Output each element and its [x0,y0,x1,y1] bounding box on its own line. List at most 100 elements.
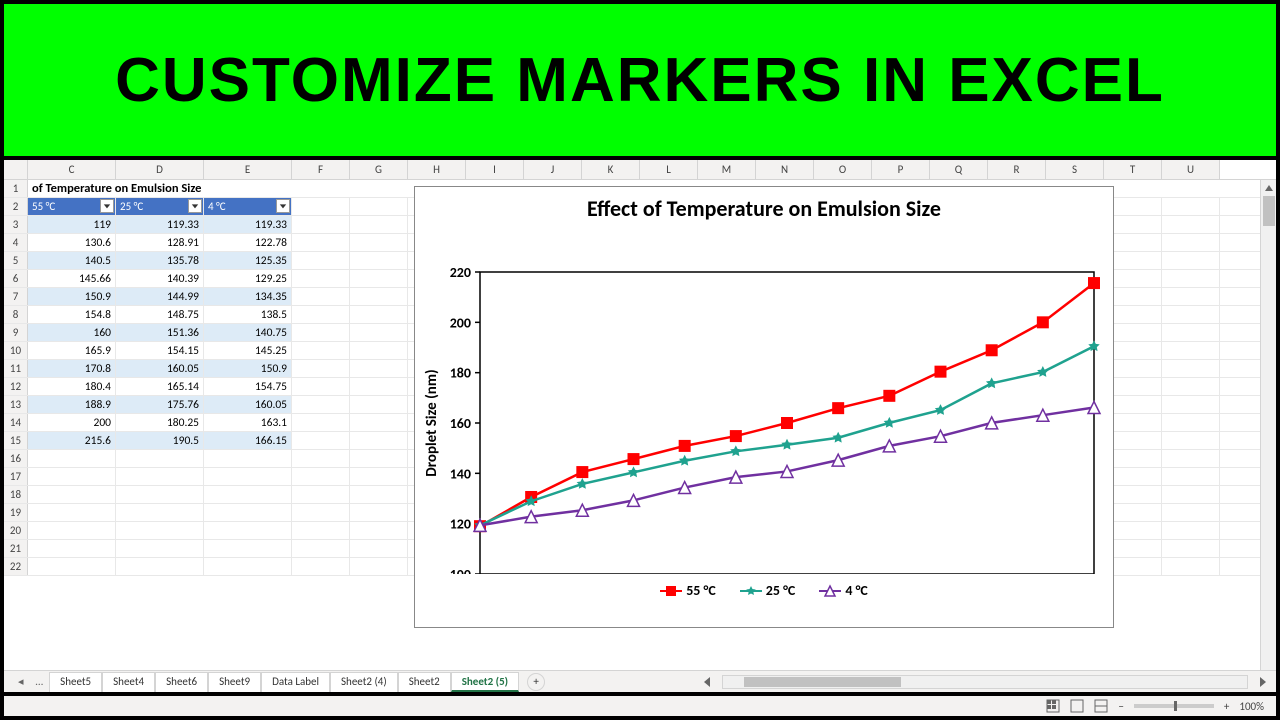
cell[interactable] [204,522,292,539]
view-normal-icon[interactable] [1046,699,1060,713]
data-cell[interactable]: 129.25 [204,270,292,287]
column-header-T[interactable]: T [1104,160,1162,179]
cell[interactable] [350,198,408,215]
cell[interactable] [1162,198,1220,215]
filter-dropdown-icon[interactable] [188,199,202,213]
cell[interactable] [292,288,350,305]
row-header-14[interactable]: 14 [4,414,28,431]
cell[interactable] [292,216,350,233]
corner-cell[interactable] [4,160,28,179]
cell[interactable] [292,522,350,539]
data-cell[interactable]: 135.78 [116,252,204,269]
row-header-13[interactable]: 13 [4,396,28,413]
cell[interactable] [350,378,408,395]
cell[interactable] [1162,414,1220,431]
data-cell[interactable]: 154.75 [204,378,292,395]
cell[interactable] [116,486,204,503]
data-cell[interactable]: 138.5 [204,306,292,323]
table-title-cell[interactable]: of Temperature on Emulsion Size [28,180,292,197]
data-cell[interactable]: 200 [28,414,116,431]
column-header-J[interactable]: J [524,160,582,179]
row-header-9[interactable]: 9 [4,324,28,341]
data-cell[interactable]: 122.78 [204,234,292,251]
cell[interactable] [350,504,408,521]
data-cell[interactable]: 134.35 [204,288,292,305]
row-header-20[interactable]: 20 [4,522,28,539]
row-header-21[interactable]: 21 [4,540,28,557]
row-header-3[interactable]: 3 [4,216,28,233]
sheet-tab[interactable]: Sheet6 [155,672,208,692]
cell[interactable] [1162,216,1220,233]
cell[interactable] [28,450,116,467]
cell[interactable] [350,324,408,341]
cell[interactable] [350,342,408,359]
cell[interactable] [350,306,408,323]
cell[interactable] [1162,306,1220,323]
row-header-6[interactable]: 6 [4,270,28,287]
cell[interactable] [28,540,116,557]
data-cell[interactable]: 166.15 [204,432,292,449]
sheet-tab[interactable]: Sheet2 (5) [451,672,519,692]
cell[interactable] [350,468,408,485]
cell[interactable] [350,540,408,557]
data-cell[interactable]: 130.6 [28,234,116,251]
column-header-F[interactable]: F [292,160,350,179]
cell[interactable] [28,522,116,539]
data-cell[interactable]: 128.91 [116,234,204,251]
cell[interactable] [116,522,204,539]
cell[interactable] [204,540,292,557]
cell[interactable] [1162,540,1220,557]
cell[interactable] [116,540,204,557]
cell[interactable] [1162,522,1220,539]
data-cell[interactable]: 188.9 [28,396,116,413]
column-header-C[interactable]: C [28,160,116,179]
cell[interactable] [204,450,292,467]
row-header-19[interactable]: 19 [4,504,28,521]
column-header-H[interactable]: H [408,160,466,179]
hscroll-right-icon[interactable] [1258,675,1268,689]
sheet-tab[interactable]: Sheet2 (4) [330,672,398,692]
row-header-22[interactable]: 22 [4,558,28,575]
row-header-4[interactable]: 4 [4,234,28,251]
column-header-Q[interactable]: Q [930,160,988,179]
vertical-scrollbar[interactable] [1260,180,1276,670]
cell[interactable] [28,468,116,485]
cell[interactable] [28,486,116,503]
cell[interactable] [204,468,292,485]
data-cell[interactable]: 119.33 [204,216,292,233]
cell[interactable] [292,414,350,431]
data-cell[interactable]: 145.66 [28,270,116,287]
column-header-R[interactable]: R [988,160,1046,179]
sheet-tab[interactable]: Sheet9 [208,672,261,692]
cell[interactable] [204,558,292,575]
horizontal-scrollbar[interactable] [722,675,1248,689]
cell[interactable] [292,234,350,251]
cell[interactable] [1162,468,1220,485]
tab-nav-more[interactable]: … [30,675,50,688]
sheet-tab[interactable]: Sheet2 [398,672,451,692]
cell[interactable] [292,486,350,503]
hscroll-left-icon[interactable] [702,675,712,689]
cell[interactable] [1162,360,1220,377]
cell[interactable] [350,486,408,503]
cell[interactable] [1162,450,1220,467]
chart-embedded[interactable]: Effect of Temperature on Emulsion Size 1… [414,186,1114,628]
cell[interactable] [292,540,350,557]
view-pagebreak-icon[interactable] [1094,699,1108,713]
view-layout-icon[interactable] [1070,699,1084,713]
cell[interactable] [292,450,350,467]
tab-nav-prev[interactable]: ◂ [12,675,30,688]
filter-header-0[interactable]: 55 °C [28,198,116,215]
filter-dropdown-icon[interactable] [276,199,290,213]
data-cell[interactable]: 119 [28,216,116,233]
cell[interactable] [1162,558,1220,575]
column-header-P[interactable]: P [872,160,930,179]
row-header-10[interactable]: 10 [4,342,28,359]
row-header-11[interactable]: 11 [4,360,28,377]
cell[interactable] [350,180,408,197]
row-header-7[interactable]: 7 [4,288,28,305]
column-header-O[interactable]: O [814,160,872,179]
cell[interactable] [350,414,408,431]
data-cell[interactable]: 215.6 [28,432,116,449]
data-cell[interactable]: 140.75 [204,324,292,341]
